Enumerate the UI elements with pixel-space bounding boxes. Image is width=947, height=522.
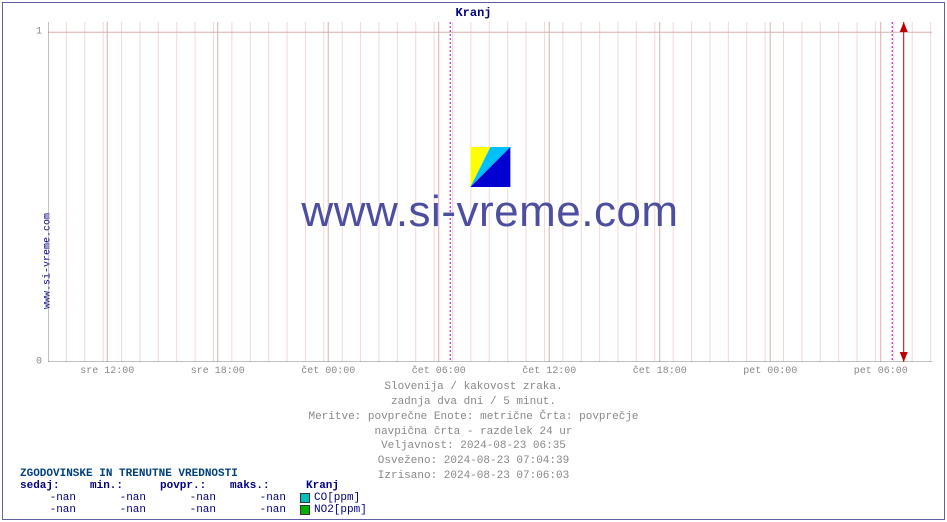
x-tick-label: pet 00:00 <box>743 366 797 377</box>
x-tick-label: sre 18:00 <box>191 366 245 377</box>
footer-line: Slovenija / kakovost zraka. <box>0 380 947 395</box>
legend-value: -nan <box>230 504 300 516</box>
legend-swatch <box>300 493 310 503</box>
footer-line: Veljavnost: 2024-08-23 06:35 <box>0 439 947 454</box>
legend-title: ZGODOVINSKE IN TRENUTNE VREDNOSTI <box>20 468 367 480</box>
legend-series: NO2[ppm] <box>300 504 367 516</box>
legend: ZGODOVINSKE IN TRENUTNE VREDNOSTI sedaj:… <box>20 468 367 516</box>
legend-row: -nan-nan-nan-nanNO2[ppm] <box>20 504 367 516</box>
legend-location: Kranj <box>306 480 339 492</box>
x-tick-label: čet 12:00 <box>522 366 576 377</box>
footer-line: Osveženo: 2024-08-23 07:04:39 <box>0 454 947 469</box>
legend-value: -nan <box>90 492 160 504</box>
legend-series: CO[ppm] <box>300 492 360 504</box>
legend-row: -nan-nan-nan-nanCO[ppm] <box>20 492 367 504</box>
footer-line: navpična črta - razdelek 24 ur <box>0 425 947 440</box>
footer-line: Meritve: povprečne Enote: metrične Črta:… <box>0 410 947 425</box>
legend-series-label: NO2[ppm] <box>314 504 367 516</box>
legend-value: -nan <box>160 504 230 516</box>
legend-col-header: povpr.: <box>160 480 230 492</box>
y-tick-label: 0 <box>36 357 42 368</box>
legend-header: sedaj: min.: povpr.: maks.: Kranj <box>20 480 367 492</box>
legend-value: -nan <box>20 504 90 516</box>
legend-col-header: maks.: <box>230 480 300 492</box>
footer-line: zadnja dva dni / 5 minut. <box>0 395 947 410</box>
chart-title: Kranj <box>0 6 947 20</box>
x-tick-label: čet 00:00 <box>301 366 355 377</box>
x-tick-label: sre 12:00 <box>80 366 134 377</box>
legend-col-header: min.: <box>90 480 160 492</box>
legend-value: -nan <box>160 492 230 504</box>
legend-swatch <box>300 505 310 515</box>
plot-canvas <box>48 22 932 362</box>
x-tick-label: čet 06:00 <box>412 366 466 377</box>
x-tick-label: čet 18:00 <box>633 366 687 377</box>
legend-value: -nan <box>230 492 300 504</box>
legend-value: -nan <box>90 504 160 516</box>
legend-value: -nan <box>20 492 90 504</box>
plot-area: 01 sre 12:00sre 18:00čet 00:00čet 06:00č… <box>48 22 932 362</box>
y-tick-label: 1 <box>36 27 42 38</box>
x-tick-label: pet 06:00 <box>854 366 908 377</box>
legend-series-label: CO[ppm] <box>314 492 360 504</box>
legend-col-header: sedaj: <box>20 480 90 492</box>
